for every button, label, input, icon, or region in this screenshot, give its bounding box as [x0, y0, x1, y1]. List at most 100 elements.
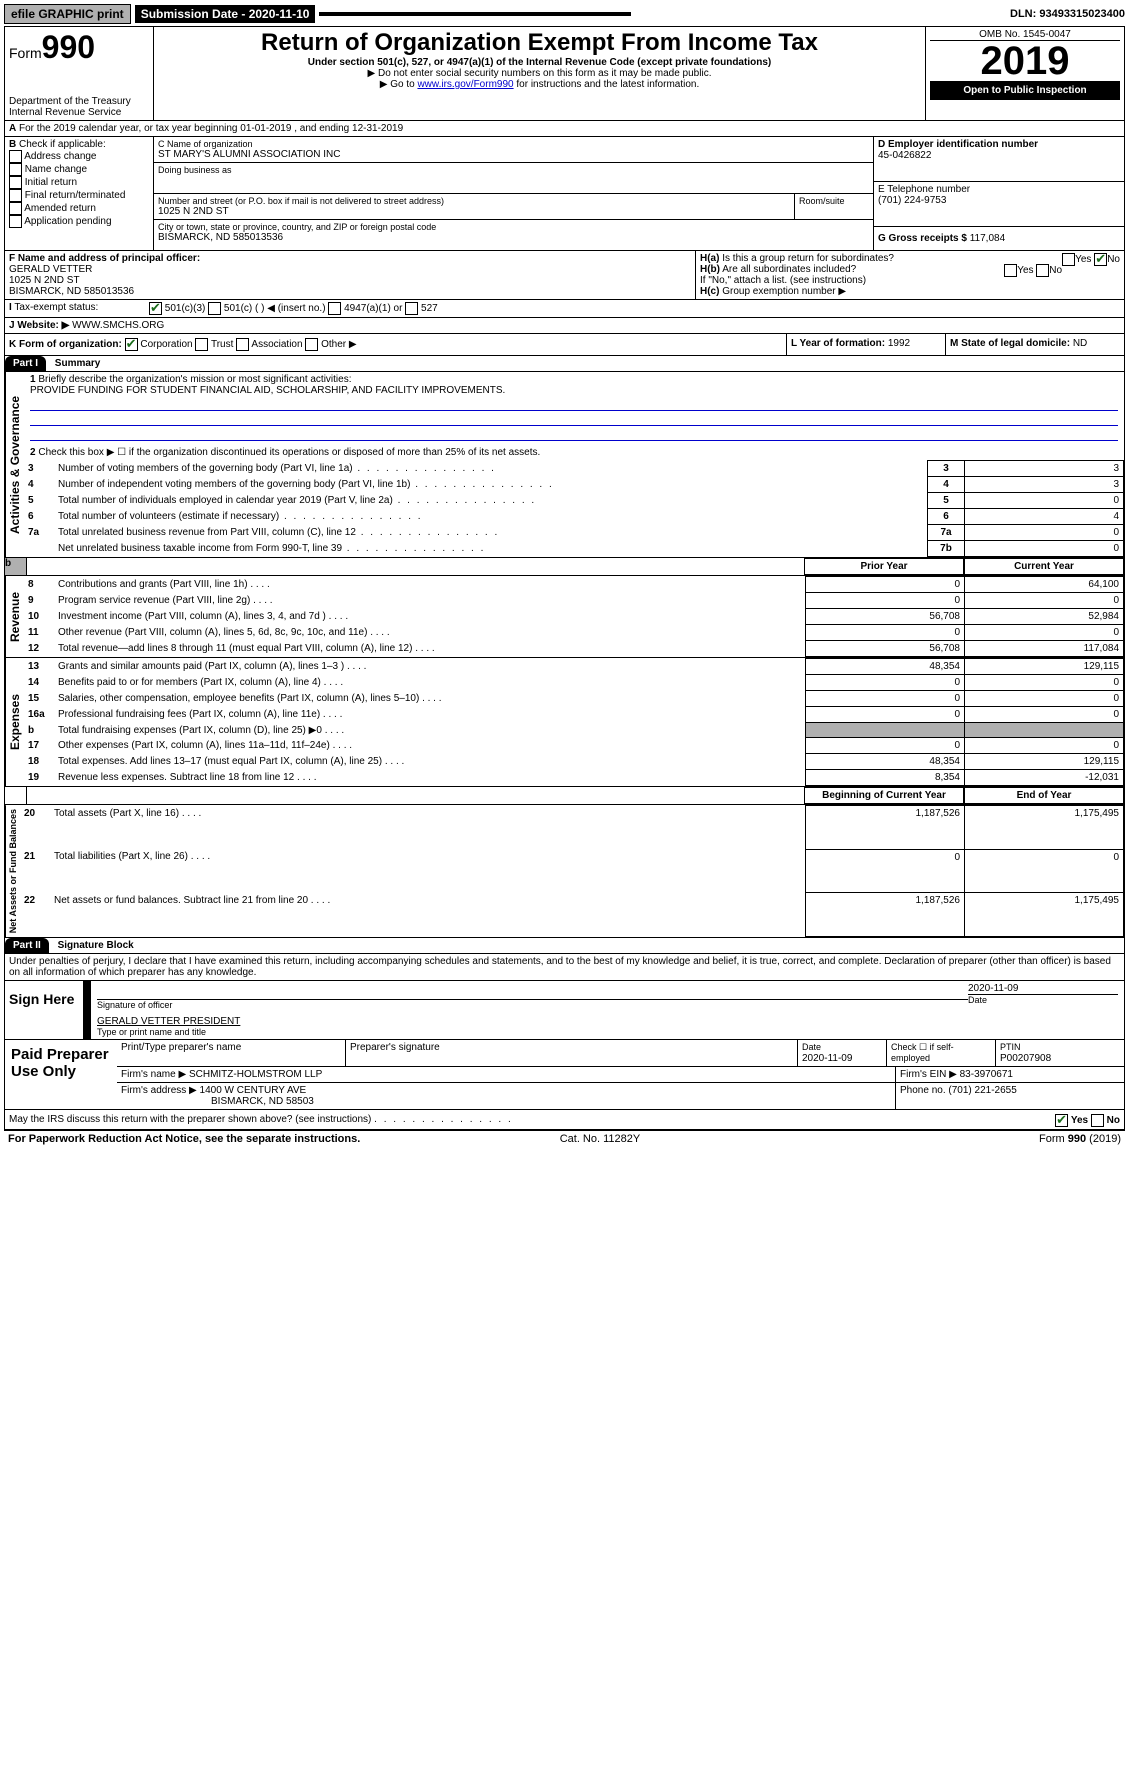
summary-row: 19Revenue less expenses. Subtract line 1… [24, 770, 1124, 786]
part1-title: Summary [49, 358, 101, 369]
checkbox-option[interactable]: Other ▶ [305, 339, 356, 350]
summary-row: Net unrelated business taxable income fr… [24, 541, 1124, 557]
officer-printed-name: GERALD VETTER PRESIDENT [97, 1016, 1118, 1027]
checkbox-option[interactable]: Final return/terminated [9, 189, 149, 202]
addr-label: Number and street (or P.O. box if mail i… [158, 196, 790, 206]
checkbox-option[interactable]: Initial return [9, 176, 149, 189]
submission-date-label: Submission Date - 2020-11-10 [135, 5, 316, 23]
org-name-label: C Name of organization [158, 139, 869, 149]
sidebar-governance: Activities & Governance [5, 372, 24, 557]
date-label: Date [968, 994, 1118, 1005]
firm-name: SCHMITZ-HOLMSTROM LLP [189, 1069, 322, 1080]
line2: 2 Check this box ▶ ☐ if the organization… [24, 445, 1124, 460]
begin-year-header: Beginning of Current Year [804, 787, 964, 804]
org-address: 1025 N 2ND ST [158, 206, 790, 217]
domicile: ND [1073, 338, 1087, 349]
summary-row: 18Total expenses. Add lines 13–17 (must … [24, 754, 1124, 770]
sig-officer-label: Signature of officer [97, 1000, 968, 1010]
open-inspection-badge: Open to Public Inspection [930, 81, 1120, 100]
org-city: BISMARCK, ND 585013536 [158, 232, 869, 243]
firm-phone-label: Phone no. [900, 1085, 946, 1096]
hb-row: H(b) Are all subordinates included? Yes … [700, 264, 1120, 275]
form-label: Form [9, 45, 42, 61]
prep-sig-label: Preparer's signature [346, 1040, 798, 1066]
summary-row: 12Total revenue—add lines 8 through 11 (… [24, 641, 1124, 657]
mission-line [30, 428, 1118, 441]
year-formation-label: L Year of formation: [791, 338, 885, 349]
summary-row: 11Other revenue (Part VIII, column (A), … [24, 625, 1124, 641]
form-subtitle: Under section 501(c), 527, or 4947(a)(1)… [158, 57, 921, 68]
mission-text: PROVIDE FUNDING FOR STUDENT FINANCIAL AI… [30, 385, 505, 396]
summary-row: 6Total number of volunteers (estimate if… [24, 509, 1124, 525]
prep-name-label: Print/Type preparer's name [117, 1040, 346, 1066]
form-title: Return of Organization Exempt From Incom… [158, 29, 921, 57]
part1-header: Part I [5, 356, 46, 371]
checkbox-option[interactable]: Corporation [125, 339, 196, 350]
sidebar-net: Net Assets or Fund Balances [5, 805, 20, 937]
efile-print-button[interactable]: efile GRAPHIC print [4, 4, 131, 24]
summary-row: 10Investment income (Part VIII, column (… [24, 609, 1124, 625]
form-id-box: Form990 Department of the Treasury Inter… [5, 27, 154, 120]
gross-receipts-label: G Gross receipts $ [878, 233, 967, 244]
ptin-label: PTIN [1000, 1042, 1021, 1052]
current-year-header: Current Year [964, 558, 1124, 575]
discuss-answer: Yes No [1055, 1114, 1120, 1127]
mission-label: Briefly describe the organization's miss… [38, 374, 351, 385]
officer-name: GERALD VETTER [9, 264, 691, 275]
summary-row: 3Number of voting members of the governi… [24, 461, 1124, 477]
firm-addr1: 1400 W CENTURY AVE [200, 1085, 307, 1096]
spacer-block [319, 12, 631, 16]
ptin-value: P00207908 [1000, 1053, 1051, 1064]
sig-date: 2020-11-09 [968, 983, 1118, 994]
firm-phone: (701) 221-2655 [948, 1085, 1016, 1096]
pra-notice: For Paperwork Reduction Act Notice, see … [8, 1133, 360, 1145]
paid-preparer-label: Paid Preparer Use Only [5, 1040, 117, 1109]
perjury-declaration: Under penalties of perjury, I declare th… [5, 954, 1124, 981]
checkbox-option[interactable]: Application pending [9, 215, 149, 228]
officer-label: F Name and address of principal officer: [9, 253, 691, 264]
officer-addr2: BISMARCK, ND 585013536 [9, 286, 691, 297]
checkbox-option[interactable]: Amended return [9, 202, 149, 215]
website-value: WWW.SMCHS.ORG [72, 320, 164, 331]
section-b: B Check if applicable: Address change Na… [5, 137, 154, 250]
room-label: Room/suite [795, 194, 873, 219]
end-year-header: End of Year [964, 787, 1124, 804]
officer-addr1: 1025 N 2ND ST [9, 275, 691, 286]
discuss-question: May the IRS discuss this return with the… [9, 1114, 371, 1125]
summary-row: 21Total liabilities (Part X, line 26) . … [20, 849, 1124, 893]
year-formation: 1992 [888, 338, 910, 349]
sidebar-expenses: Expenses [5, 658, 24, 786]
tax-status-label: I Tax-exempt status: [9, 302, 149, 315]
checkbox-option[interactable]: Address change [9, 150, 149, 163]
checkbox-option[interactable]: Name change [9, 163, 149, 176]
mission-line [30, 413, 1118, 426]
irs-link[interactable]: www.irs.gov/Form990 [417, 79, 513, 90]
firm-addr-label: Firm's address ▶ [121, 1085, 197, 1096]
officer-name-sublabel: Type or print name and title [97, 1027, 1118, 1037]
prep-date-label: Date [802, 1042, 821, 1052]
dept-treasury: Department of the Treasury [9, 96, 149, 107]
sidebar-revenue: Revenue [5, 576, 24, 657]
top-toolbar: efile GRAPHIC print Submission Date - 20… [4, 4, 1125, 24]
self-employed-check: Check ☐ if self-employed [887, 1040, 996, 1066]
prior-year-header: Prior Year [804, 558, 964, 575]
part2-title: Signature Block [52, 940, 134, 951]
firm-ein: 83-3970671 [960, 1069, 1013, 1080]
ssn-warning: ▶ Do not enter social security numbers o… [158, 68, 921, 79]
summary-row: 14Benefits paid to or for members (Part … [24, 675, 1124, 691]
domicile-label: M State of legal domicile: [950, 338, 1070, 349]
phone-value: (701) 224-9753 [878, 195, 1120, 206]
summary-row: 7aTotal unrelated business revenue from … [24, 525, 1124, 541]
dept-irs: Internal Revenue Service [9, 107, 149, 118]
gross-receipts-value: 117,084 [970, 233, 1005, 244]
dln-label: DLN: 93493315023400 [1010, 8, 1125, 20]
form-number: 990 [42, 29, 95, 65]
checkbox-option[interactable]: Trust [195, 339, 236, 350]
mission-line [30, 398, 1118, 411]
prep-date: 2020-11-09 [802, 1053, 852, 1064]
checkbox-option[interactable]: Association [236, 339, 305, 350]
website-label: Website: ▶ [17, 320, 69, 331]
summary-row: 15Salaries, other compensation, employee… [24, 691, 1124, 707]
ein-label: D Employer identification number [878, 139, 1120, 150]
summary-row: 4Number of independent voting members of… [24, 477, 1124, 493]
